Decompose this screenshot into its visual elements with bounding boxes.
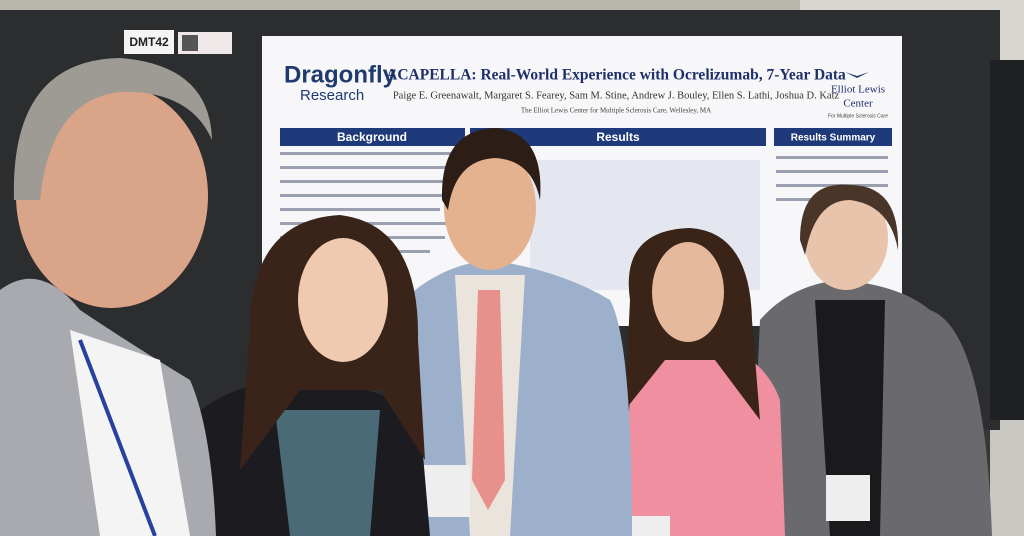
booth-label: DMT42 <box>129 35 169 49</box>
section-title: Results Summary <box>791 133 876 144</box>
person-hair <box>441 128 541 210</box>
poster-authors: Paige E. Greenawalt, Margaret S. Fearey,… <box>393 90 840 101</box>
person-face <box>298 238 388 362</box>
person-hair <box>800 184 899 255</box>
booth-label-box <box>124 30 174 54</box>
person-face <box>444 146 536 270</box>
section-header <box>280 128 465 146</box>
right-logo-sub: Center <box>843 98 873 110</box>
badge <box>630 516 670 536</box>
poster-title: ACAPELLA: Real-World Experience with Ocr… <box>386 67 846 84</box>
person-face <box>16 84 208 308</box>
logo-name: Dragonfly <box>284 61 397 88</box>
section-title: Results <box>596 130 640 144</box>
person-blouse <box>275 410 380 536</box>
person-face <box>652 242 724 342</box>
logo-icon <box>845 72 869 78</box>
side-panel <box>990 60 1024 420</box>
person-tie <box>472 290 505 510</box>
logo-sub: Research <box>300 87 364 104</box>
person-hair <box>13 58 212 200</box>
lanyard <box>78 339 157 536</box>
person-shirt <box>70 330 190 536</box>
section-title: Background <box>337 130 407 144</box>
poster-affiliation: The Elliot Lewis Center for Multiple Scl… <box>521 107 711 115</box>
right-logo-name: Elliot Lewis <box>831 84 885 96</box>
qr-code <box>182 35 198 51</box>
section-header <box>470 128 766 146</box>
floor <box>990 420 1024 536</box>
person-face <box>804 186 888 290</box>
section-header <box>774 128 892 146</box>
right-logo-tagline: For Multiple Sclerosis Care <box>828 113 888 119</box>
badge <box>422 465 470 517</box>
badge <box>826 475 870 521</box>
